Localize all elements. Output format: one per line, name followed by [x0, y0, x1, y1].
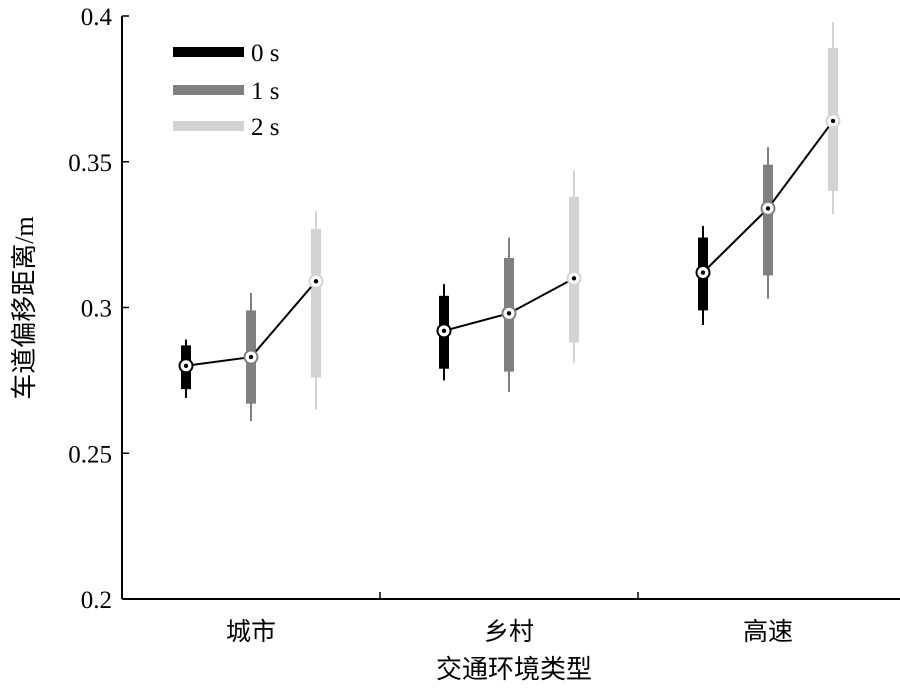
y-tick-label: 0.2 — [81, 587, 112, 614]
legend: 0 s 1 s 2 s — [173, 40, 279, 141]
box-body — [763, 164, 773, 276]
y-tick-label: 0.4 — [81, 4, 113, 31]
x-tick-label: 高速 — [743, 618, 793, 646]
median-dot — [441, 328, 447, 334]
median-dot — [765, 206, 771, 211]
y-tick-label: 0.3 — [81, 296, 112, 323]
box-body — [311, 228, 321, 378]
y-tick-label: 0.25 — [68, 441, 112, 468]
median-dot — [183, 363, 189, 368]
y-axis-title: 车道偏移距离/m — [10, 216, 39, 399]
legend-label: 2 s — [251, 114, 279, 141]
x-tick-label: 城市 — [226, 618, 276, 646]
y-tick-label: 0.35 — [68, 150, 112, 177]
axes: 0.2 0.25 0.3 0.35 0.4 城市 乡村 高速 — [68, 4, 900, 646]
legend-swatch — [173, 85, 244, 95]
plot-elements — [178, 21, 841, 422]
x-axis-title: 交通环境类型 — [436, 655, 592, 684]
legend-label: 0 s — [251, 40, 279, 67]
median-dot — [571, 276, 577, 281]
x-tick-label: 乡村 — [484, 618, 534, 646]
legend-swatch — [173, 121, 244, 131]
box-body — [569, 196, 579, 343]
median-dot — [700, 270, 706, 275]
legend-label: 1 s — [251, 78, 279, 105]
legend-swatch — [173, 47, 244, 57]
median-dot — [248, 354, 254, 360]
median-dot — [830, 118, 836, 124]
median-dot — [506, 311, 512, 316]
median-dot — [313, 279, 319, 284]
